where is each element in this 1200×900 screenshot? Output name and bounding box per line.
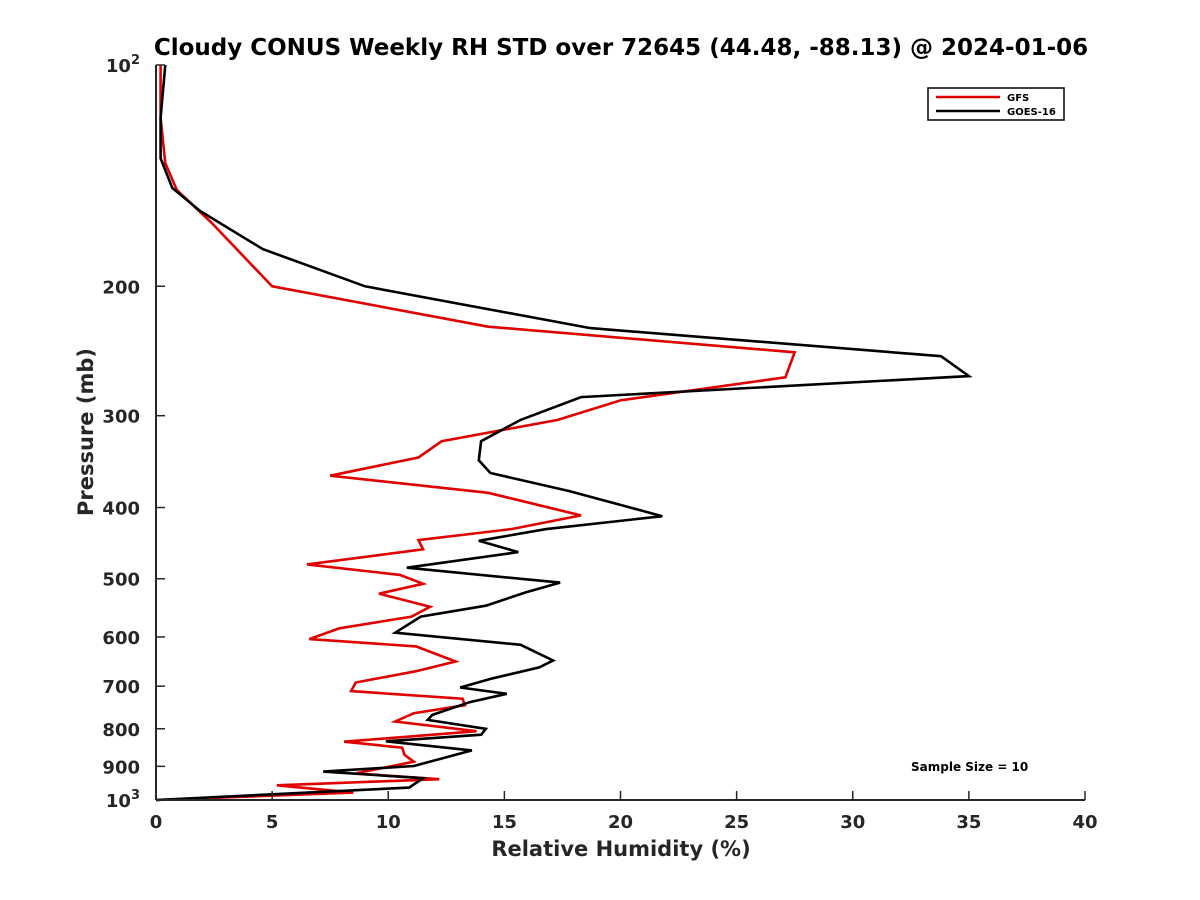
x-ticks: 0 5 10 15 20 25 30 35 40: [150, 791, 1098, 833]
plot-lines: [155, 64, 973, 802]
x-tick-label: 0: [150, 812, 163, 833]
x-axis-label: Relative Humidity (%): [491, 837, 750, 861]
y-tick-label: 600: [102, 628, 140, 649]
x-tick-label: 10: [376, 812, 401, 833]
legend-label-goes: GOES-16: [1007, 107, 1056, 118]
x-tick-label: 20: [608, 812, 633, 833]
y-tick-label: 700: [102, 677, 140, 698]
y-tick-label: 200: [102, 277, 140, 298]
y-axis-label: Pressure (mb): [74, 348, 98, 516]
y-tick-label: 102: [106, 53, 140, 77]
series-line-gfs: [155, 65, 797, 802]
legend-box: [927, 87, 1065, 121]
sample-size-annotation: Sample Size = 10: [911, 760, 1028, 774]
x-tick-label: 40: [1072, 812, 1097, 833]
y-tick-label: 800: [102, 720, 140, 741]
x-tick-label: 5: [266, 812, 279, 833]
x-tick-label: 30: [840, 812, 865, 833]
y-tick-label: 900: [102, 757, 140, 778]
y-tick-label: 103: [106, 788, 140, 812]
legend: GFS GOES-16: [927, 87, 1065, 121]
y-ticks: 102 200 300 400 500 600 700 800 900 103: [102, 53, 165, 812]
y-tick-label: 300: [102, 407, 140, 428]
y-tick-label: 400: [102, 499, 140, 520]
x-tick-label: 35: [956, 812, 981, 833]
x-tick-label: 15: [492, 812, 517, 833]
chart-title: Cloudy CONUS Weekly RH STD over 72645 (4…: [154, 35, 1088, 61]
x-tick-label: 25: [724, 812, 749, 833]
y-tick-label: 500: [102, 570, 140, 591]
series-line-goes-16: [155, 64, 973, 802]
legend-label-gfs: GFS: [1007, 93, 1029, 104]
